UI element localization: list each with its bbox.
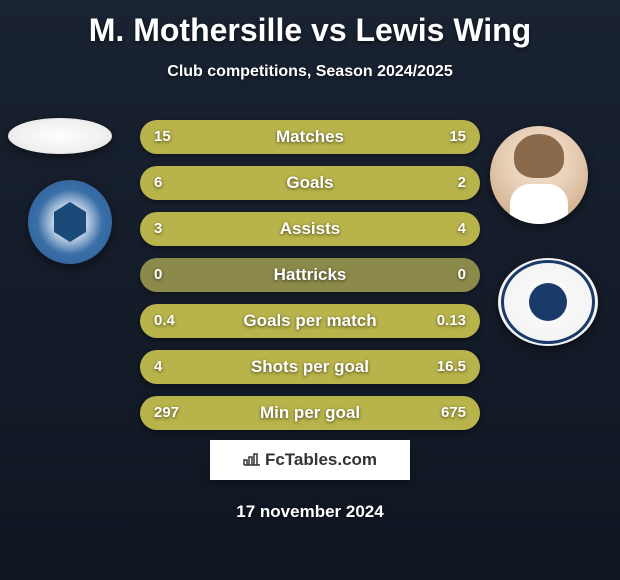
stat-label: Goals — [140, 166, 480, 200]
stat-row-matches: 15 Matches 15 — [140, 120, 480, 154]
stat-value-right: 15 — [449, 120, 466, 154]
stats-container: 15 Matches 15 6 Goals 2 3 Assists 4 0 Ha… — [140, 120, 480, 442]
stat-row-assists: 3 Assists 4 — [140, 212, 480, 246]
watermark[interactable]: FcTables.com — [210, 440, 410, 480]
stat-row-shots-per-goal: 4 Shots per goal 16.5 — [140, 350, 480, 384]
stat-row-min-per-goal: 297 Min per goal 675 — [140, 396, 480, 430]
watermark-label: FcTables.com — [265, 450, 377, 470]
subtitle: Club competitions, Season 2024/2025 — [0, 63, 620, 81]
player-right-photo — [490, 126, 588, 224]
date-text: 17 november 2024 — [0, 502, 620, 522]
stat-label: Assists — [140, 212, 480, 246]
stat-label: Min per goal — [140, 396, 480, 430]
stat-value-right: 16.5 — [437, 350, 466, 384]
stat-row-goals-per-match: 0.4 Goals per match 0.13 — [140, 304, 480, 338]
chart-icon — [243, 452, 261, 469]
stat-label: Hattricks — [140, 258, 480, 292]
stat-value-right: 675 — [441, 396, 466, 430]
stat-value-right: 0.13 — [437, 304, 466, 338]
stat-row-hattricks: 0 Hattricks 0 — [140, 258, 480, 292]
stat-value-right: 2 — [458, 166, 466, 200]
stat-label: Shots per goal — [140, 350, 480, 384]
player-left-photo — [8, 118, 112, 154]
page-title: M. Mothersille vs Lewis Wing — [0, 0, 620, 49]
stat-row-goals: 6 Goals 2 — [140, 166, 480, 200]
club-left-badge — [28, 180, 112, 264]
stat-value-right: 0 — [458, 258, 466, 292]
stat-value-right: 4 — [458, 212, 466, 246]
stat-label: Matches — [140, 120, 480, 154]
stat-label: Goals per match — [140, 304, 480, 338]
club-right-badge — [498, 258, 598, 346]
